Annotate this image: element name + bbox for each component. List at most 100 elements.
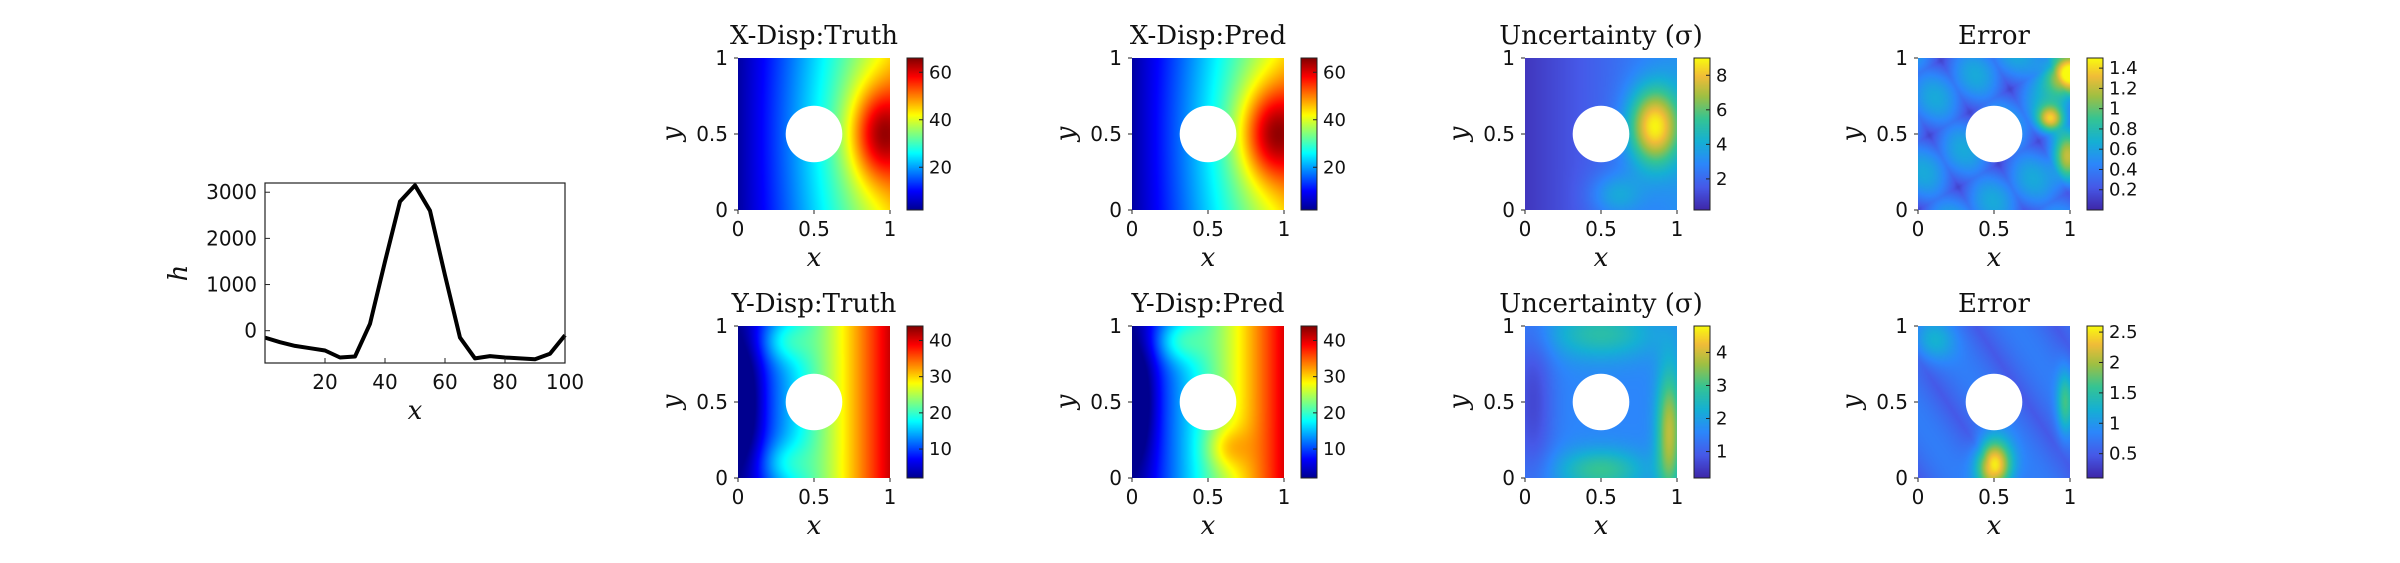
ydisp-error-ytick-label: 0 (1895, 466, 1908, 490)
ydisp-truth-colorbar (907, 326, 923, 478)
xdisp-error-colorbar-tick-label: 0.6 (2109, 139, 2138, 160)
xdisp-truth-colorbar-frame (906, 57, 924, 211)
ydisp-truth-colorbar-tick-label: 30 (929, 367, 952, 388)
xdisp-truth-ytick-label: 0 (715, 198, 728, 222)
ydisp-truth-ytick-label: 0 (715, 466, 728, 490)
xdisp-pred-panel: X-Disp:Pred 0 0.5 1 0 0.5 1 x y 20 40 60 (1051, 21, 1346, 273)
xdisp-error-xtick-label: 0 (1912, 217, 1925, 241)
ydisp-pred-ylabel: y (1051, 394, 1081, 410)
ydisp-uncertainty-xlabel: x (1594, 511, 1609, 541)
xdisp-error-ytick-label: 0.5 (1876, 122, 1908, 146)
ydisp-pred-ytick-label: 0 (1109, 466, 1122, 490)
ydisp-error-colorbar-tick-label: 1 (2109, 413, 2120, 434)
xdisp-error-xtick-label: 1 (2064, 217, 2077, 241)
ydisp-pred-xtick-label: 0.5 (1192, 485, 1224, 509)
ydisp-uncertainty-hole (1572, 373, 1630, 431)
ydisp-pred-xtick-label: 1 (1278, 485, 1291, 509)
xdisp-uncertainty-colorbar-tick-label: 2 (1716, 169, 1727, 190)
ydisp-truth-xtick-label: 0.5 (798, 485, 830, 509)
xdisp-truth-ylabel: y (657, 126, 687, 142)
xdisp-pred-hole (1179, 105, 1237, 163)
profile-axes-frame (264, 182, 566, 364)
ydisp-truth-colorbar-tick-label: 20 (929, 403, 952, 424)
xdisp-uncertainty-ytick-label: 0 (1502, 198, 1515, 222)
xdisp-pred-colorbar-frame (1300, 57, 1318, 211)
xdisp-uncertainty-hole (1572, 105, 1630, 163)
profile-xtick-label: 40 (372, 370, 397, 394)
xdisp-error-ytick-label: 1 (1895, 46, 1908, 70)
xdisp-truth-xtick-label: 0.5 (798, 217, 830, 241)
ydisp-uncertainty-ytick-label: 1 (1502, 314, 1515, 338)
ydisp-error-colorbar-frame (2086, 325, 2104, 479)
profile-xlabel: x (408, 396, 423, 426)
xdisp-truth-title: X-Disp:Truth (730, 21, 898, 51)
xdisp-error-colorbar-tick-label: 0.2 (2109, 180, 2138, 201)
ydisp-error-xlabel: x (1987, 511, 2002, 541)
ydisp-error-colorbar-tick-label: 1.5 (2109, 383, 2138, 404)
xdisp-uncertainty-colorbar-tick-label: 8 (1716, 65, 1727, 86)
xdisp-truth-panel: X-Disp:Truth 0 0.5 1 0 0.5 1 x y 20 40 60 (657, 21, 952, 273)
xdisp-pred-xtick-label: 0.5 (1192, 217, 1224, 241)
xdisp-pred-ytick-label: 1 (1109, 46, 1122, 70)
ydisp-pred-colorbar-frame (1300, 325, 1318, 479)
xdisp-truth-colorbar-tick-label: 60 (929, 62, 952, 83)
xdisp-error-colorbar-tick-label: 0.8 (2109, 119, 2138, 140)
xdisp-truth-colorbar-tick-label: 40 (929, 110, 952, 131)
xdisp-truth-xlabel: x (807, 243, 822, 273)
ydisp-pred-colorbar-tick-label: 10 (1323, 439, 1346, 460)
ydisp-pred-title: Y-Disp:Pred (1131, 289, 1285, 319)
ydisp-uncertainty-xtick-label: 1 (1671, 485, 1684, 509)
xdisp-truth-ytick-label: 0.5 (696, 122, 728, 146)
ydisp-error-xtick-label: 0 (1912, 485, 1925, 509)
xdisp-uncertainty-title: Uncertainty (σ) (1499, 21, 1702, 51)
xdisp-pred-colorbar-tick-label: 60 (1323, 62, 1346, 83)
xdisp-pred-xtick-label: 0 (1126, 217, 1139, 241)
xdisp-pred-colorbar-tick-label: 20 (1323, 157, 1346, 178)
ydisp-truth-colorbar-tick-label: 40 (929, 330, 952, 351)
xdisp-pred-xlabel: x (1201, 243, 1216, 273)
ydisp-error-ylabel: y (1837, 394, 1867, 410)
xdisp-pred-xtick-label: 1 (1278, 217, 1291, 241)
xdisp-uncertainty-xtick-label: 1 (1671, 217, 1684, 241)
ydisp-error-colorbar-tick-label: 2.5 (2109, 322, 2138, 343)
xdisp-uncertainty-ytick-label: 1 (1502, 46, 1515, 70)
ydisp-truth-ytick-label: 1 (715, 314, 728, 338)
xdisp-error-colorbar (2087, 58, 2103, 210)
xdisp-truth-xtick-label: 0 (732, 217, 745, 241)
ydisp-error-colorbar-tick-label: 0.5 (2109, 444, 2138, 465)
xdisp-uncertainty-colorbar-frame (1693, 57, 1711, 211)
ydisp-error-ytick-label: 0.5 (1876, 390, 1908, 414)
ydisp-uncertainty-title: Uncertainty (σ) (1499, 289, 1702, 319)
xdisp-error-colorbar-tick-label: 1.2 (2109, 78, 2138, 99)
profile-xtick-label: 80 (492, 370, 517, 394)
ydisp-uncertainty-colorbar-tick-label: 3 (1716, 375, 1727, 396)
ydisp-truth-ylabel: y (657, 394, 687, 410)
ydisp-uncertainty-xtick-label: 0 (1519, 485, 1532, 509)
ydisp-pred-colorbar-tick-label: 30 (1323, 367, 1346, 388)
ydisp-truth-hole (785, 373, 843, 431)
xdisp-error-title: Error (1958, 21, 2030, 51)
ydisp-uncertainty-panel: Uncertainty (σ) 0 0.5 1 0 0.5 1 x y 1 2 3 4 (1444, 289, 1727, 541)
profile-xtick-label: 100 (546, 370, 584, 394)
xdisp-pred-colorbar-tick-label: 40 (1323, 110, 1346, 131)
ydisp-truth-title: Y-Disp:Truth (731, 289, 897, 319)
xdisp-truth-ytick-label: 1 (715, 46, 728, 70)
ydisp-truth-colorbar-frame (906, 325, 924, 479)
xdisp-truth-colorbar-tick-label: 20 (929, 157, 952, 178)
profile-xtick-label: 20 (312, 370, 337, 394)
ydisp-uncertainty-colorbar (1694, 326, 1710, 478)
xdisp-pred-ytick-label: 0 (1109, 198, 1122, 222)
xdisp-truth-xtick-label: 1 (884, 217, 897, 241)
ydisp-error-title: Error (1958, 289, 2030, 319)
xdisp-error-ylabel: y (1837, 126, 1867, 142)
ydisp-error-hole (1965, 373, 2023, 431)
ydisp-error-xtick-label: 0.5 (1978, 485, 2010, 509)
ydisp-error-xtick-label: 1 (2064, 485, 2077, 509)
xdisp-uncertainty-xtick-label: 0 (1519, 217, 1532, 241)
ydisp-truth-xlabel: x (807, 511, 822, 541)
ydisp-uncertainty-colorbar-frame (1693, 325, 1711, 479)
xdisp-error-xtick-label: 0.5 (1978, 217, 2010, 241)
xdisp-pred-colorbar (1301, 58, 1317, 210)
ydisp-truth-ytick-label: 0.5 (696, 390, 728, 414)
ydisp-error-colorbar (2087, 326, 2103, 478)
